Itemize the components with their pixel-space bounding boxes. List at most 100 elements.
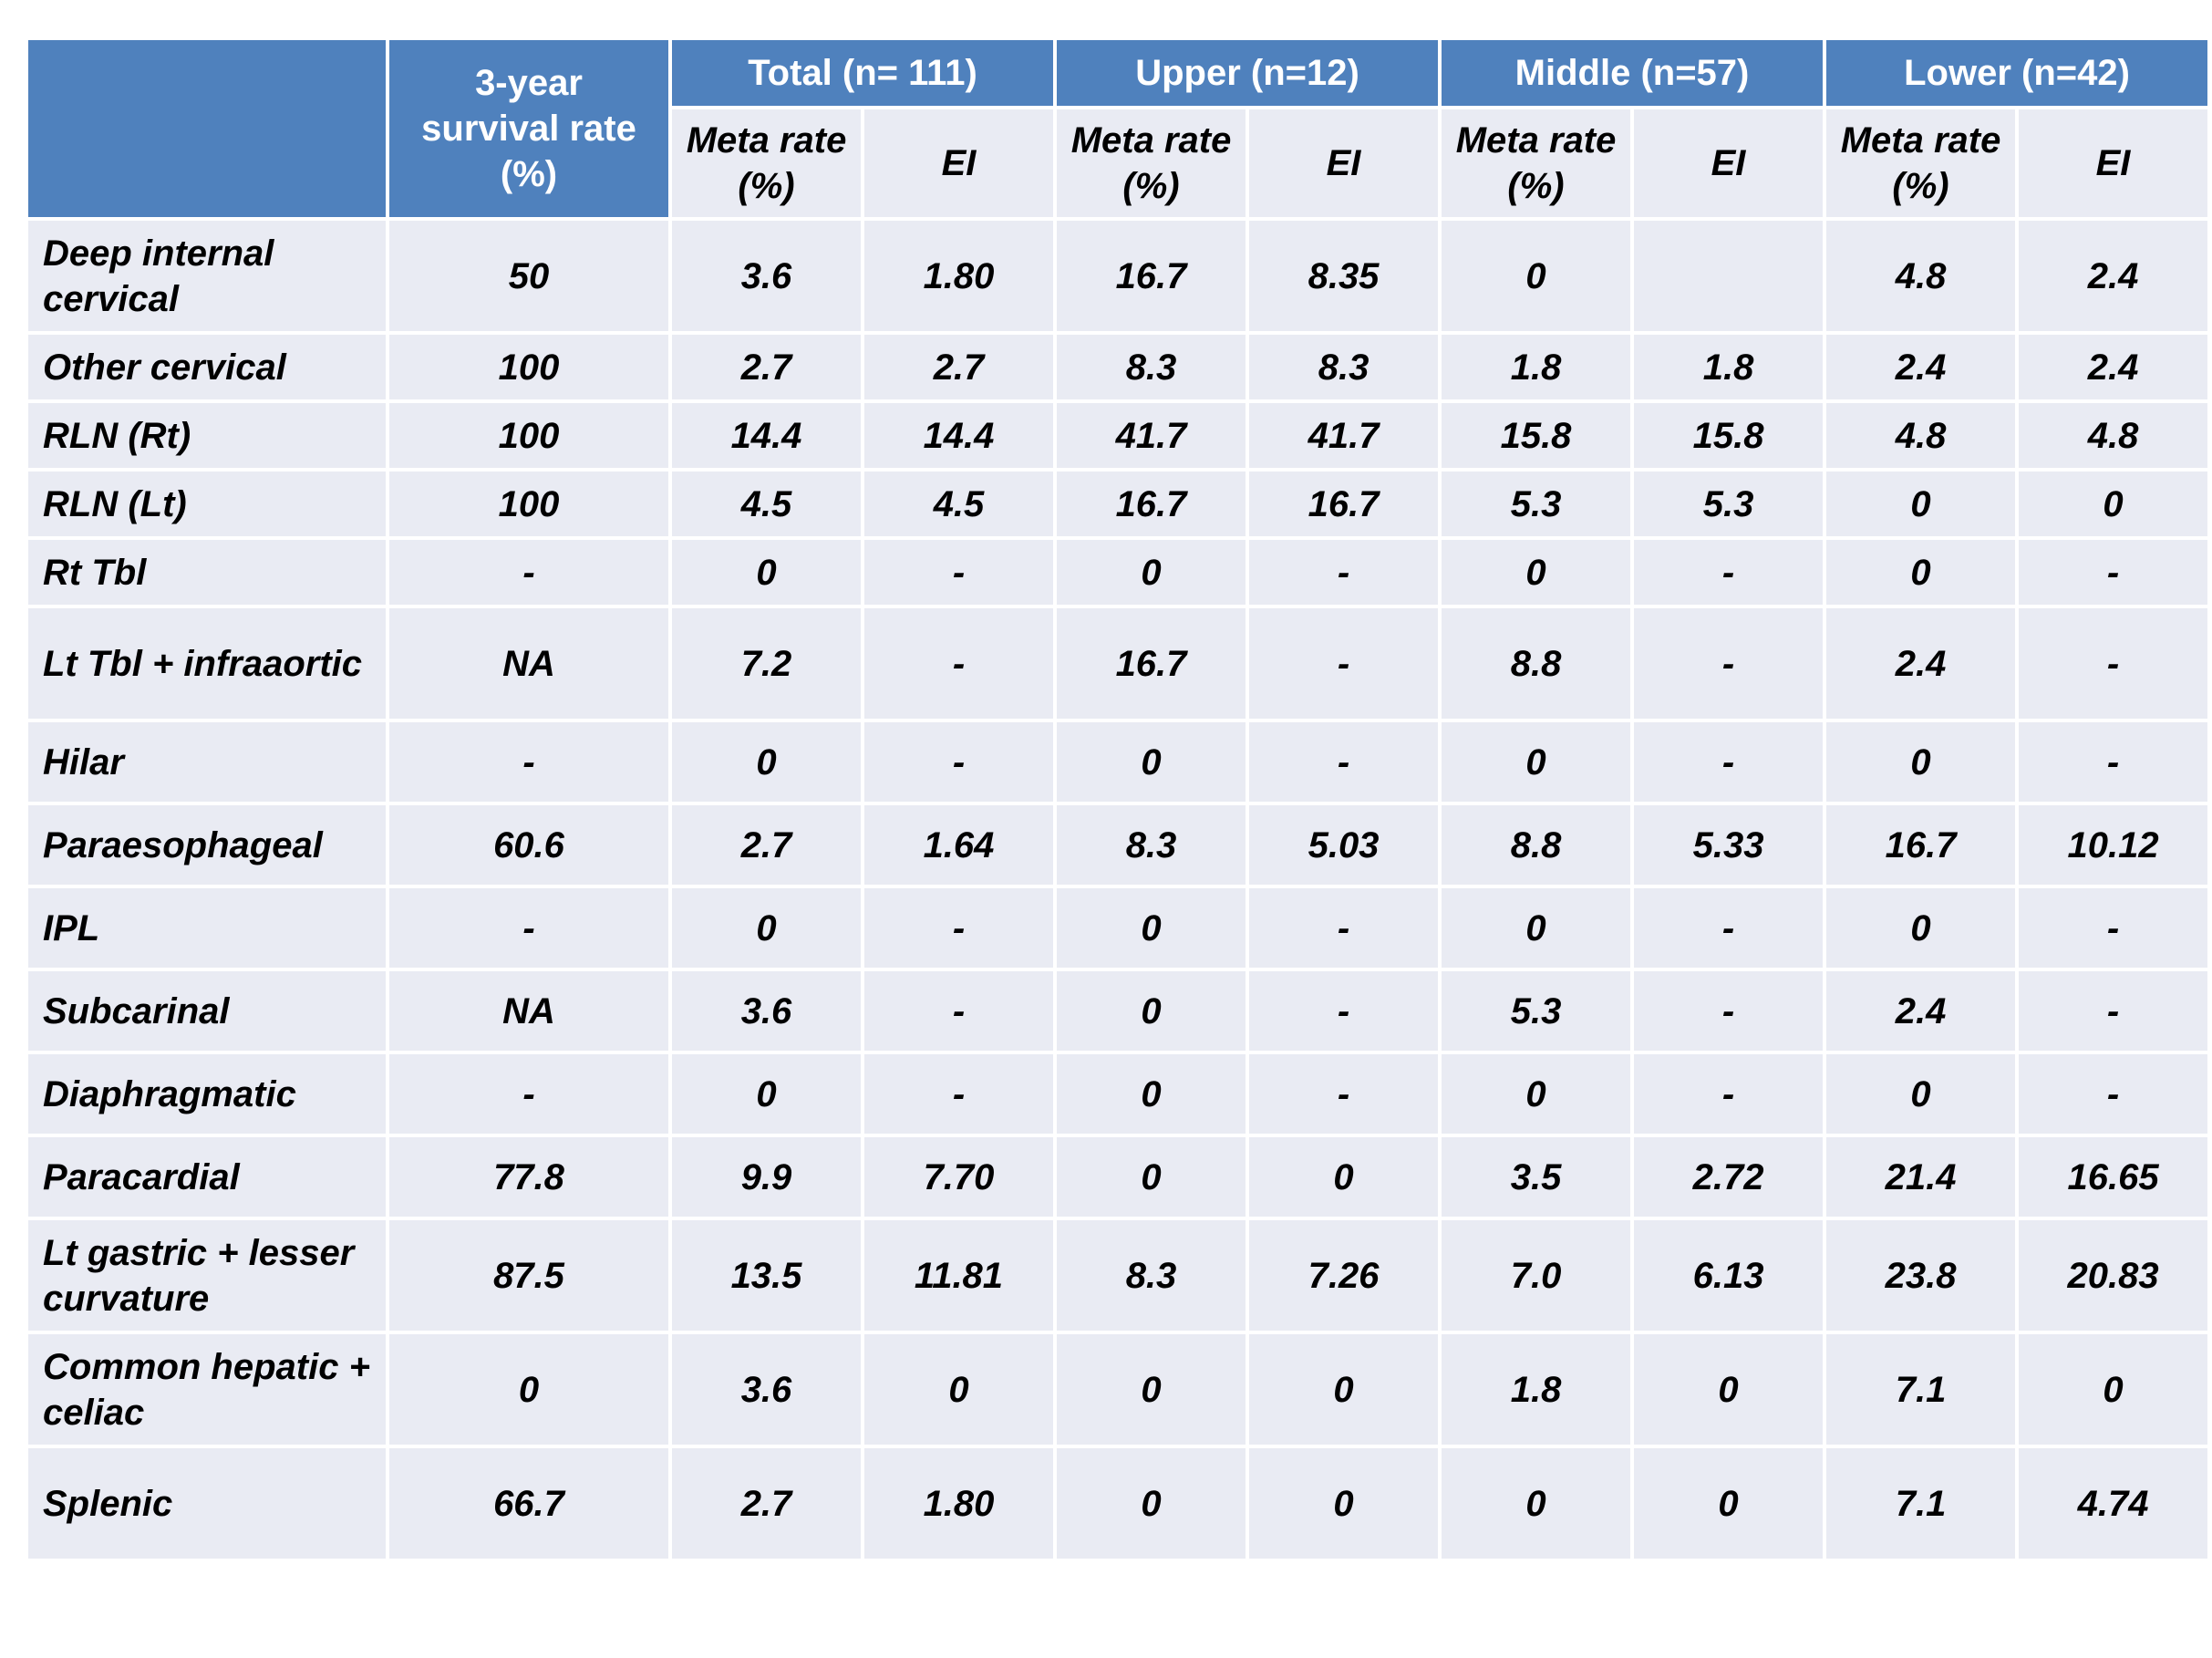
cell-upper-meta-rate: 0 (1057, 1054, 1246, 1134)
cell-upper-meta-rate: 0 (1057, 1448, 1246, 1559)
cell-middle-meta-rate: 5.3 (1442, 971, 1631, 1051)
cell-lower-meta-rate: 2.4 (1826, 971, 2016, 1051)
cell-total-meta-rate: 2.7 (672, 1448, 861, 1559)
table-row: Hilar -0-0-0-0- (28, 722, 2208, 802)
cell-upper-ei: 8.35 (1249, 221, 1439, 331)
cell-lower-ei: - (2019, 888, 2208, 968)
cell-lower-meta-rate: 4.8 (1826, 221, 2016, 331)
cell-lower-ei: 0 (2019, 471, 2208, 536)
cell-upper-meta-rate: 16.7 (1057, 221, 1246, 331)
cell-upper-ei: - (1249, 608, 1439, 719)
cell-total-meta-rate: 0 (672, 888, 861, 968)
table-row: RLN (Rt) 100 14.4 14.4 41.7 41.7 15.8 15.8 4.8 4.… (28, 403, 2208, 468)
cell-middle-ei: 5.33 (1634, 805, 1824, 885)
subheader-total-meta-rate: Meta rate (%) (672, 109, 861, 217)
cell-upper-meta-rate: 16.7 (1057, 471, 1246, 536)
row-label: IPL (28, 888, 386, 968)
cell-lower-ei: 4.74 (2019, 1448, 2208, 1559)
cell-total-ei: 11.81 (864, 1220, 1053, 1331)
table-row: Subcarinal NA 3.6-0-5.3-2.4- (28, 971, 2208, 1051)
cell-upper-ei: 8.3 (1249, 335, 1439, 399)
cell-upper-ei: 0 (1249, 1448, 1439, 1559)
table-row: Lt Tbl + infraaortic NA 7.2-16.7-8.8-2.4- (28, 608, 2208, 719)
table-row: Paraesophageal 60.6 2.7 1.64 8.3 5.03 8.8 5.33 1… (28, 805, 2208, 885)
cell-lower-ei: 0 (2019, 1334, 2208, 1445)
cell-upper-ei: 16.7 (1249, 471, 1439, 536)
cell-upper-meta-rate: 0 (1057, 540, 1246, 605)
cell-lower-ei: 2.4 (2019, 335, 2208, 399)
header-corner-cell (28, 40, 386, 217)
cell-total-meta-rate: 7.2 (672, 608, 861, 719)
cell-lower-ei: - (2019, 540, 2208, 605)
cell-total-ei: - (864, 540, 1053, 605)
cell-middle-ei: - (1634, 608, 1824, 719)
subheader-upper-meta-rate: Meta rate (%) (1057, 109, 1246, 217)
header-group-total: Total (n= 111) (672, 40, 1053, 106)
cell-middle-meta-rate: 8.8 (1442, 608, 1631, 719)
cell-total-ei: - (864, 608, 1053, 719)
cell-middle-meta-rate: 1.8 (1442, 1334, 1631, 1445)
cell-survival-rate: 100 (389, 335, 668, 399)
row-label: RLN (Rt) (28, 403, 386, 468)
table-row: Paracardial 77.8 9.9 7.70 0 0 3.5 2.72 21.4 16.65 (28, 1137, 2208, 1217)
cell-upper-ei: 0 (1249, 1334, 1439, 1445)
subheader-upper-ei: EI (1249, 109, 1439, 217)
cell-total-ei: - (864, 722, 1053, 802)
cell-survival-rate: 0 (389, 1334, 668, 1445)
cell-upper-ei: 0 (1249, 1137, 1439, 1217)
cell-total-ei: 4.5 (864, 471, 1053, 536)
cell-middle-ei: 5.3 (1634, 471, 1824, 536)
row-label: Subcarinal (28, 971, 386, 1051)
cell-middle-ei: - (1634, 888, 1824, 968)
cell-total-ei: - (864, 971, 1053, 1051)
cell-middle-meta-rate: 0 (1442, 722, 1631, 802)
cell-lower-ei: - (2019, 722, 2208, 802)
cell-middle-ei: 0 (1634, 1334, 1824, 1445)
cell-lower-meta-rate: 16.7 (1826, 805, 2016, 885)
cell-middle-meta-rate: 0 (1442, 888, 1631, 968)
table-header: 3-year survival rate (%) Total (n= 111) … (28, 40, 2208, 217)
cell-lower-meta-rate: 23.8 (1826, 1220, 2016, 1331)
row-label: Other cervical (28, 335, 386, 399)
cell-survival-rate: - (389, 722, 668, 802)
cell-total-meta-rate: 2.7 (672, 805, 861, 885)
cell-middle-ei: 2.72 (1634, 1137, 1824, 1217)
cell-middle-meta-rate: 1.8 (1442, 335, 1631, 399)
table-row: Deep internal cervical 50 3.6 1.80 16.7 8.35 0… (28, 221, 2208, 331)
cell-upper-meta-rate: 0 (1057, 1137, 1246, 1217)
header-group-lower: Lower (n=42) (1826, 40, 2208, 106)
row-label: Hilar (28, 722, 386, 802)
subheader-total-ei: EI (864, 109, 1053, 217)
cell-lower-ei: 16.65 (2019, 1137, 2208, 1217)
cell-upper-meta-rate: 16.7 (1057, 608, 1246, 719)
cell-survival-rate: 77.8 (389, 1137, 668, 1217)
cell-total-ei: - (864, 1054, 1053, 1134)
cell-upper-ei: - (1249, 1054, 1439, 1134)
cell-lower-meta-rate: 7.1 (1826, 1448, 2016, 1559)
cell-total-meta-rate: 4.5 (672, 471, 861, 536)
cell-survival-rate: - (389, 888, 668, 968)
cell-middle-ei: 1.8 (1634, 335, 1824, 399)
row-label: Diaphragmatic (28, 1054, 386, 1134)
lymph-node-metastasis-table: 3-year survival rate (%) Total (n= 111) … (25, 36, 2211, 1562)
cell-middle-meta-rate: 0 (1442, 540, 1631, 605)
cell-total-ei: - (864, 888, 1053, 968)
subheader-middle-ei: EI (1634, 109, 1824, 217)
cell-survival-rate: 60.6 (389, 805, 668, 885)
cell-total-ei: 1.80 (864, 221, 1053, 331)
cell-total-meta-rate: 0 (672, 1054, 861, 1134)
lymph-node-table-container: 3-year survival rate (%) Total (n= 111) … (28, 40, 2208, 1559)
subheader-middle-meta-rate: Meta rate (%) (1442, 109, 1631, 217)
cell-middle-meta-rate: 8.8 (1442, 805, 1631, 885)
row-label: Splenic (28, 1448, 386, 1559)
row-label: Paraesophageal (28, 805, 386, 885)
cell-survival-rate: - (389, 540, 668, 605)
row-label: Lt Tbl + infraaortic (28, 608, 386, 719)
cell-upper-meta-rate: 41.7 (1057, 403, 1246, 468)
cell-middle-ei: - (1634, 540, 1824, 605)
table-row: IPL -0-0-0-0- (28, 888, 2208, 968)
cell-total-ei: 0 (864, 1334, 1053, 1445)
cell-total-ei: 7.70 (864, 1137, 1053, 1217)
cell-upper-meta-rate: 8.3 (1057, 805, 1246, 885)
cell-lower-ei: 4.8 (2019, 403, 2208, 468)
